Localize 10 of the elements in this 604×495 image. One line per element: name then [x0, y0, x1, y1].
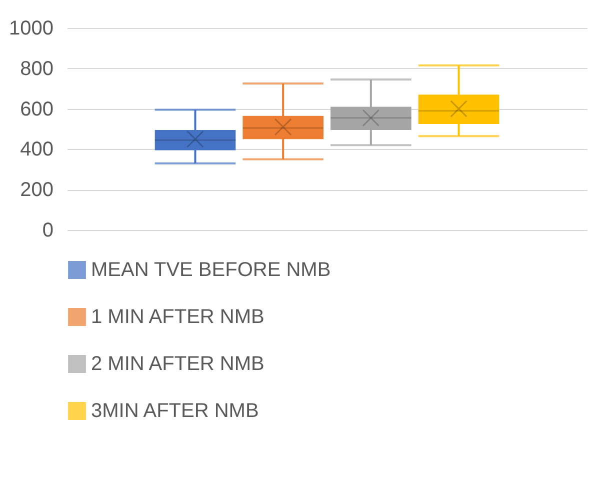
- y-tick-label: 400: [20, 138, 54, 161]
- legend-label: 2 MIN AFTER NMB: [91, 353, 264, 375]
- y-tick-label: 200: [20, 179, 54, 202]
- y-tick-label: 600: [20, 98, 54, 120]
- y-tick-label: 1000: [9, 18, 54, 40]
- y-tick-label: 800: [20, 58, 54, 80]
- legend-label: MEAN TVE BEFORE NMB: [91, 259, 331, 281]
- y-tick-label: 0: [42, 220, 54, 242]
- legend-label: 3MIN AFTER NMB: [91, 400, 259, 422]
- legend-label: 1 MIN AFTER NMB: [91, 306, 264, 328]
